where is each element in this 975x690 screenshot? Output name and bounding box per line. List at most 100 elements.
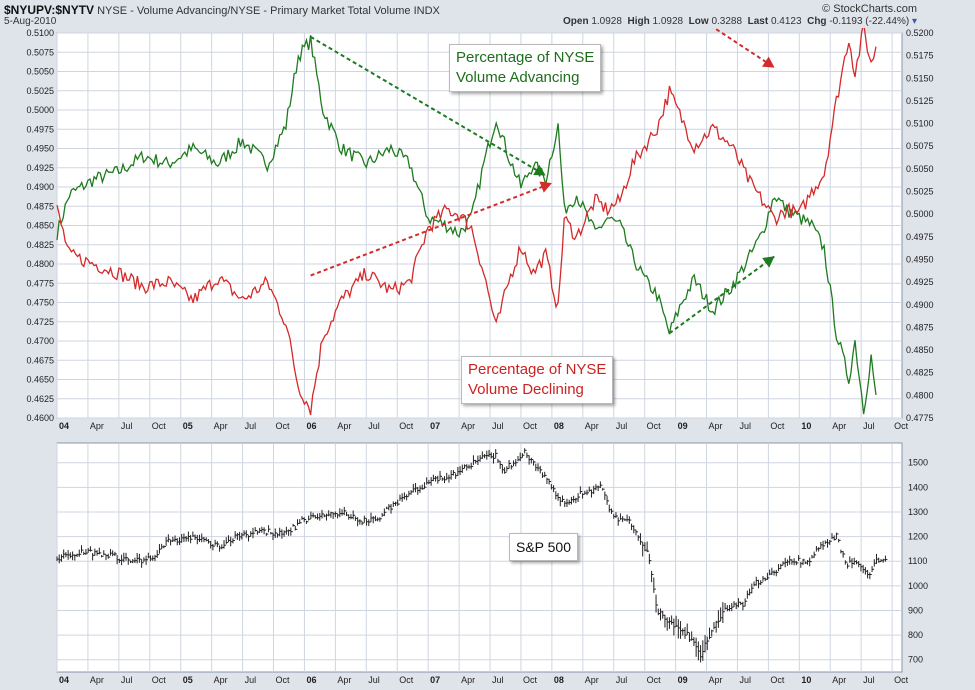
right-tick-label: 0.5000	[906, 209, 934, 219]
x-tick-label: Jul	[616, 421, 628, 431]
x-tick-label: Jul	[245, 421, 257, 431]
x-tick-label: Jul	[739, 421, 751, 431]
left-tick-label: 0.5075	[26, 47, 54, 57]
chg-value: -0.1193 (-22.44%)	[829, 16, 910, 27]
left-tick-label: 0.4825	[26, 240, 54, 250]
x-tick-label: Jul	[121, 421, 133, 431]
advancing-annotation: Percentage of NYSE Volume Advancing	[449, 44, 602, 92]
left-tick-label: 0.4750	[26, 298, 54, 308]
green-trendline	[310, 35, 547, 177]
x-tick-label: Oct	[894, 675, 909, 685]
right-tick-label: 0.5050	[906, 164, 934, 174]
x-tick-label: Apr	[585, 675, 599, 685]
right-tick-label: 700	[908, 655, 923, 665]
right-tick-label: 0.4975	[906, 232, 934, 242]
high-value: 1.0928	[652, 16, 684, 27]
x-tick-label: 05	[183, 675, 193, 685]
left-tick-label: 0.4600	[26, 413, 54, 423]
right-tick-label: 1400	[908, 482, 928, 492]
x-tick-label: Apr	[214, 421, 228, 431]
left-tick-label: 0.4875	[26, 201, 54, 211]
x-tick-label: Apr	[90, 421, 104, 431]
right-tick-label: 0.4875	[906, 322, 934, 332]
right-tick-label: 1100	[908, 556, 927, 566]
right-tick-label: 0.5025	[906, 187, 934, 197]
green-trendline-arrowhead	[533, 164, 546, 176]
description: NYSE - Volume Advancing/NYSE - Primary M…	[97, 5, 440, 17]
x-tick-label: Jul	[245, 675, 257, 685]
open-value: 1.0928	[591, 16, 622, 27]
x-tick-label: 07	[430, 675, 440, 685]
open-label: Open	[563, 16, 589, 27]
x-tick-label: 08	[554, 675, 564, 685]
x-tick-label: Apr	[832, 675, 846, 685]
red-trendline-arrowhead	[539, 181, 552, 193]
x-tick-label: 06	[306, 675, 316, 685]
right-tick-label: 0.4825	[906, 368, 934, 378]
left-tick-label: 0.4700	[26, 336, 54, 346]
x-tick-label: 04	[59, 675, 69, 685]
x-tick-label: 06	[306, 421, 316, 431]
green-trendline-arrowhead	[762, 256, 775, 268]
x-tick-label: 10	[801, 675, 811, 685]
x-tick-label: 07	[430, 421, 440, 431]
x-tick-label: Apr	[709, 421, 723, 431]
x-tick-label: 04	[59, 421, 69, 431]
x-tick-label: Jul	[863, 421, 875, 431]
x-tick-label: 05	[183, 421, 193, 431]
left-tick-label: 0.4625	[26, 394, 54, 404]
right-tick-label: 0.4850	[906, 345, 934, 355]
right-tick-label: 1500	[908, 458, 928, 468]
right-tick-label: 0.5075	[906, 141, 934, 151]
x-tick-label: 09	[678, 675, 688, 685]
x-tick-label: Oct	[399, 675, 414, 685]
right-tick-label: 0.5100	[906, 119, 934, 129]
declining-annotation: Percentage of NYSE Volume Declining	[461, 356, 614, 404]
brand: © StockCharts.com	[822, 3, 917, 15]
x-tick-label: Apr	[214, 675, 228, 685]
declining-line-1: Percentage of NYSE	[468, 361, 607, 378]
ohlc-bars	[56, 448, 888, 663]
x-tick-label: Jul	[863, 675, 875, 685]
right-tick-label: 0.5175	[906, 51, 934, 61]
x-tick-label: Apr	[461, 675, 475, 685]
last-label: Last	[747, 16, 769, 27]
red-trendline	[310, 182, 553, 277]
x-tick-label: Jul	[616, 675, 628, 685]
left-tick-label: 0.4925	[26, 163, 54, 173]
x-tick-label: 09	[678, 421, 688, 431]
green-trendline	[668, 255, 776, 335]
ratio-chart: 0.5100 0.5075 0.5050 0.5025 0.5000 0.4975 0.49…	[26, 28, 934, 431]
left-tick-label: 0.4650	[26, 375, 54, 385]
x-tick-label: Jul	[492, 675, 504, 685]
right-tick-label: 1300	[908, 507, 928, 517]
declining-line-2: Volume Declining	[468, 381, 584, 398]
x-tick-label: 10	[801, 421, 811, 431]
advancing-line-1: Percentage of NYSE	[456, 49, 595, 66]
left-tick-label: 0.4975	[26, 124, 54, 134]
red-series-line	[56, 28, 877, 416]
right-tick-label: 0.5200	[906, 28, 934, 38]
sp500-chart: 1500 1400 1300 1200 1100 1000 900 800 700 04 Apr Ju…	[56, 442, 928, 685]
x-tick-label: 08	[554, 421, 564, 431]
x-tick-label: Oct	[894, 421, 909, 431]
left-tick-label: 0.5100	[26, 28, 54, 38]
right-tick-label: 0.4800	[906, 390, 934, 400]
left-tick-label: 0.5050	[26, 67, 54, 77]
left-tick-label: 0.4850	[26, 221, 54, 231]
dropdown-arrow-icon[interactable]: ▾	[911, 16, 917, 27]
right-tick-label: 0.4775	[906, 413, 934, 423]
right-tick-label: 0.5125	[906, 96, 934, 106]
x-tick-label: Oct	[770, 421, 785, 431]
chg-label: Chg	[807, 16, 827, 27]
x-tick-label: Oct	[523, 675, 538, 685]
right-tick-label: 1000	[908, 581, 928, 591]
symbol: $NYUPV:$NYTV	[4, 3, 95, 17]
red-trendline-arrowhead	[762, 56, 775, 68]
x-tick-label: Oct	[152, 421, 167, 431]
left-tick-label: 0.4950	[26, 144, 54, 154]
right-tick-label: 900	[908, 605, 923, 615]
right-tick-label: 0.4900	[906, 300, 934, 310]
low-value: 0.3288	[711, 16, 743, 27]
